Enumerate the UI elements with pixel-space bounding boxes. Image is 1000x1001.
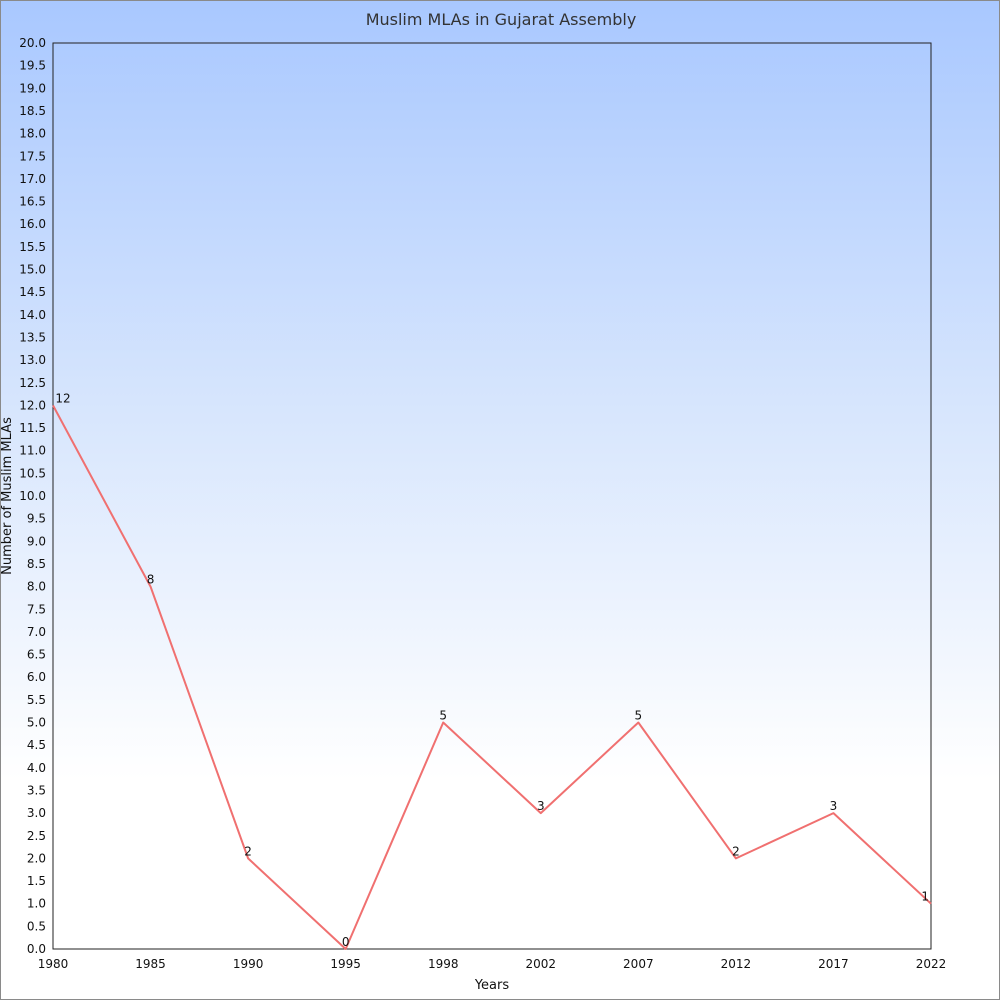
y-axis-title: Number of Muslim MLAs — [1, 417, 15, 575]
y-tick-label: 4.5 — [27, 738, 46, 752]
y-axis-ticks: 0.0 0.5 1.0 1.5 2.0 2.5 3.0 3.5 4.0 4.5 5.0 5.5 6.0 6… — [19, 36, 46, 956]
y-tick-label: 10.0 — [19, 489, 46, 503]
x-tick-label: 1995 — [330, 957, 361, 971]
y-tick-label: 12.5 — [19, 376, 46, 390]
y-tick-label: 1.0 — [27, 897, 46, 911]
y-tick-label: 18.0 — [19, 127, 46, 141]
y-tick-label: 5.0 — [27, 716, 46, 730]
y-tick-label: 14.5 — [19, 285, 46, 299]
y-tick-label: 7.5 — [27, 602, 46, 616]
y-tick-label: 0.0 — [27, 942, 46, 956]
y-tick-label: 6.5 — [27, 648, 46, 662]
y-tick-label: 6.0 — [27, 670, 46, 684]
data-label: 5 — [635, 709, 643, 723]
y-tick-label: 19.0 — [19, 81, 46, 95]
data-label: 2 — [732, 844, 740, 858]
y-tick-label: 11.0 — [19, 444, 46, 458]
y-tick-label: 19.5 — [19, 59, 46, 73]
data-label: 5 — [439, 709, 447, 723]
x-tick-label: 2002 — [526, 957, 557, 971]
series-line — [52, 404, 932, 950]
data-label: 12 — [55, 391, 70, 405]
x-tick-label: 1998 — [428, 957, 459, 971]
data-labels: 12 8 2 0 5 3 5 2 3 1 — [55, 391, 929, 949]
y-tick-label: 14.0 — [19, 308, 46, 322]
plot-area-frame — [52, 42, 932, 950]
x-tick-label: 2022 — [916, 957, 947, 971]
data-label: 1 — [921, 890, 929, 904]
data-label: 8 — [147, 573, 155, 587]
chart-title: Muslim MLAs in Gujarat Assembly — [366, 10, 637, 29]
x-tick-label: 2012 — [721, 957, 752, 971]
data-label: 3 — [537, 799, 545, 813]
y-tick-label: 16.5 — [19, 195, 46, 209]
x-tick-label: 1980 — [38, 957, 69, 971]
y-tick-label: 3.0 — [27, 806, 46, 820]
data-label: 0 — [342, 935, 350, 949]
y-tick-label: 4.0 — [27, 761, 46, 775]
x-tick-label: 2007 — [623, 957, 654, 971]
series-layer — [52, 404, 932, 950]
y-tick-label: 3.5 — [27, 783, 46, 797]
y-tick-label: 5.5 — [27, 693, 46, 707]
data-label: 3 — [830, 799, 838, 813]
y-tick-label: 2.5 — [27, 829, 46, 843]
data-label: 2 — [244, 844, 252, 858]
y-tick-label: 17.0 — [19, 172, 46, 186]
x-axis-ticks: 1980 1985 1990 1995 1998 2002 2007 2012 2017 2022 — [38, 957, 947, 971]
y-tick-label: 16.0 — [19, 217, 46, 231]
y-tick-label: 8.5 — [27, 557, 46, 571]
y-tick-label: 15.5 — [19, 240, 46, 254]
y-tick-label: 0.5 — [27, 919, 46, 933]
y-tick-label: 12.0 — [19, 398, 46, 412]
y-tick-label: 18.5 — [19, 104, 46, 118]
y-tick-label: 13.5 — [19, 330, 46, 344]
x-tick-label: 1985 — [135, 957, 166, 971]
y-tick-label: 10.5 — [19, 466, 46, 480]
y-tick-label: 9.5 — [27, 512, 46, 526]
y-tick-label: 15.0 — [19, 263, 46, 277]
y-tick-label: 2.0 — [27, 851, 46, 865]
y-tick-label: 17.5 — [19, 149, 46, 163]
y-tick-label: 20.0 — [19, 36, 46, 50]
y-tick-label: 7.0 — [27, 625, 46, 639]
y-tick-label: 13.0 — [19, 353, 46, 367]
y-tick-label: 9.0 — [27, 534, 46, 548]
x-axis-title: Years — [474, 978, 510, 993]
y-tick-label: 11.5 — [19, 421, 46, 435]
y-tick-label: 1.5 — [27, 874, 46, 888]
x-tick-label: 1990 — [233, 957, 264, 971]
y-tick-label: 8.0 — [27, 580, 46, 594]
x-tick-label: 2017 — [818, 957, 849, 971]
